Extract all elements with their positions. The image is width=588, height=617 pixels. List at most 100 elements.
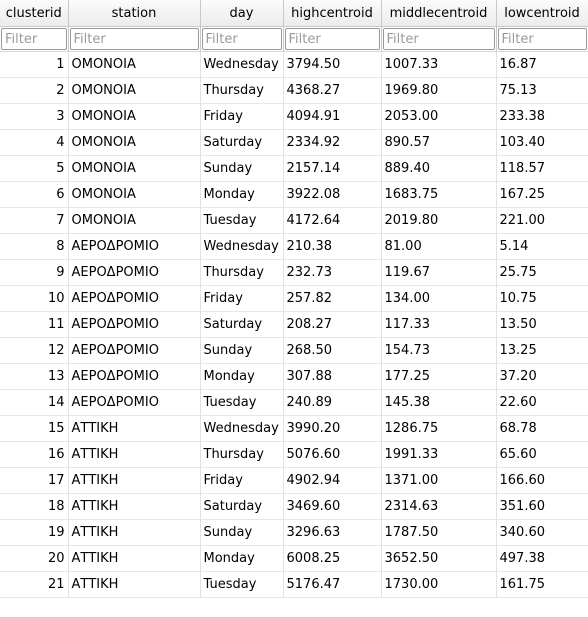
lowcentroid-cell[interactable]: 221.00	[496, 207, 588, 234]
middlecentroid-cell[interactable]: 1730.00	[381, 571, 497, 598]
clusterid-cell[interactable]: 9	[0, 259, 69, 286]
highcentroid-cell[interactable]: 307.88	[283, 363, 382, 390]
station-cell[interactable]: ΟΜΟΝΟΙΑ	[68, 103, 201, 130]
day-cell[interactable]: Monday	[200, 181, 284, 208]
lowcentroid-cell[interactable]: 497.38	[496, 545, 588, 572]
day-cell[interactable]: Saturday	[200, 129, 284, 156]
highcentroid-cell[interactable]: 208.27	[283, 311, 382, 338]
clusterid-cell[interactable]: 11	[0, 311, 69, 338]
table-row[interactable]: 18 ΑΤΤΙΚΗ Saturday 3469.60 2314.63 351.60	[0, 493, 588, 520]
column-header-middlecentroid[interactable]: middlecentroid	[381, 0, 497, 27]
table-row[interactable]: 3 ΟΜΟΝΟΙΑ Friday 4094.91 2053.00 233.38	[0, 103, 588, 130]
table-row[interactable]: 21 ΑΤΤΙΚΗ Tuesday 5176.47 1730.00 161.75	[0, 571, 588, 598]
lowcentroid-cell[interactable]: 16.87	[496, 51, 588, 78]
station-cell[interactable]: ΟΜΟΝΟΙΑ	[68, 181, 201, 208]
clusterid-cell[interactable]: 16	[0, 441, 69, 468]
day-cell[interactable]: Monday	[200, 545, 284, 572]
day-cell[interactable]: Saturday	[200, 493, 284, 520]
middlecentroid-cell[interactable]: 3652.50	[381, 545, 497, 572]
column-header-highcentroid[interactable]: highcentroid	[283, 0, 382, 27]
day-cell[interactable]: Sunday	[200, 337, 284, 364]
station-cell[interactable]: ΑΤΤΙΚΗ	[68, 441, 201, 468]
lowcentroid-cell[interactable]: 161.75	[496, 571, 588, 598]
station-cell[interactable]: ΑΕΡΟΔΡΟΜΙΟ	[68, 233, 201, 260]
middlecentroid-cell[interactable]: 1007.33	[381, 51, 497, 78]
column-header-station[interactable]: station	[68, 0, 201, 27]
highcentroid-cell[interactable]: 240.89	[283, 389, 382, 416]
table-row[interactable]: 7 ΟΜΟΝΟΙΑ Tuesday 4172.64 2019.80 221.00	[0, 207, 588, 234]
middlecentroid-cell[interactable]: 117.33	[381, 311, 497, 338]
table-row[interactable]: 17 ΑΤΤΙΚΗ Friday 4902.94 1371.00 166.60	[0, 467, 588, 494]
table-row[interactable]: 5 ΟΜΟΝΟΙΑ Sunday 2157.14 889.40 118.57	[0, 155, 588, 182]
highcentroid-cell[interactable]: 257.82	[283, 285, 382, 312]
clusterid-cell[interactable]: 14	[0, 389, 69, 416]
station-cell[interactable]: ΑΤΤΙΚΗ	[68, 545, 201, 572]
middlecentroid-cell[interactable]: 1286.75	[381, 415, 497, 442]
day-cell[interactable]: Thursday	[200, 77, 284, 104]
table-row[interactable]: 13 ΑΕΡΟΔΡΟΜΙΟ Monday 307.88 177.25 37.20	[0, 363, 588, 390]
column-header-lowcentroid[interactable]: lowcentroid	[496, 0, 588, 27]
highcentroid-cell[interactable]: 4172.64	[283, 207, 382, 234]
middlecentroid-cell[interactable]: 177.25	[381, 363, 497, 390]
table-row[interactable]: 4 ΟΜΟΝΟΙΑ Saturday 2334.92 890.57 103.40	[0, 129, 588, 156]
station-cell[interactable]: ΑΤΤΙΚΗ	[68, 493, 201, 520]
highcentroid-cell[interactable]: 3990.20	[283, 415, 382, 442]
table-row[interactable]: 2 ΟΜΟΝΟΙΑ Thursday 4368.27 1969.80 75.13	[0, 77, 588, 104]
highcentroid-cell[interactable]: 2334.92	[283, 129, 382, 156]
highcentroid-cell[interactable]: 3922.08	[283, 181, 382, 208]
station-cell[interactable]: ΑΤΤΙΚΗ	[68, 571, 201, 598]
middlecentroid-cell[interactable]: 154.73	[381, 337, 497, 364]
day-cell[interactable]: Friday	[200, 103, 284, 130]
middlecentroid-cell[interactable]: 1371.00	[381, 467, 497, 494]
filter-input-middlecentroid[interactable]	[382, 28, 495, 50]
clusterid-cell[interactable]: 21	[0, 571, 69, 598]
table-row[interactable]: 11 ΑΕΡΟΔΡΟΜΙΟ Saturday 208.27 117.33 13.50	[0, 311, 588, 338]
clusterid-cell[interactable]: 13	[0, 363, 69, 390]
day-cell[interactable]: Sunday	[200, 155, 284, 182]
highcentroid-cell[interactable]: 2157.14	[283, 155, 382, 182]
filter-input-station[interactable]	[69, 28, 199, 50]
highcentroid-cell[interactable]: 210.38	[283, 233, 382, 260]
lowcentroid-cell[interactable]: 68.78	[496, 415, 588, 442]
middlecentroid-cell[interactable]: 145.38	[381, 389, 497, 416]
filter-input-highcentroid[interactable]	[284, 28, 380, 50]
station-cell[interactable]: ΟΜΟΝΟΙΑ	[68, 51, 201, 78]
day-cell[interactable]: Thursday	[200, 441, 284, 468]
middlecentroid-cell[interactable]: 2019.80	[381, 207, 497, 234]
day-cell[interactable]: Tuesday	[200, 389, 284, 416]
lowcentroid-cell[interactable]: 340.60	[496, 519, 588, 546]
station-cell[interactable]: ΑΕΡΟΔΡΟΜΙΟ	[68, 389, 201, 416]
clusterid-cell[interactable]: 7	[0, 207, 69, 234]
day-cell[interactable]: Friday	[200, 285, 284, 312]
highcentroid-cell[interactable]: 232.73	[283, 259, 382, 286]
station-cell[interactable]: ΑΕΡΟΔΡΟΜΙΟ	[68, 259, 201, 286]
highcentroid-cell[interactable]: 6008.25	[283, 545, 382, 572]
highcentroid-cell[interactable]: 3296.63	[283, 519, 382, 546]
station-cell[interactable]: ΑΕΡΟΔΡΟΜΙΟ	[68, 363, 201, 390]
lowcentroid-cell[interactable]: 65.60	[496, 441, 588, 468]
day-cell[interactable]: Tuesday	[200, 571, 284, 598]
clusterid-cell[interactable]: 18	[0, 493, 69, 520]
lowcentroid-cell[interactable]: 22.60	[496, 389, 588, 416]
clusterid-cell[interactable]: 12	[0, 337, 69, 364]
table-row[interactable]: 8 ΑΕΡΟΔΡΟΜΙΟ Wednesday 210.38 81.00 5.14	[0, 233, 588, 260]
lowcentroid-cell[interactable]: 13.50	[496, 311, 588, 338]
column-header-clusterid[interactable]: clusterid	[0, 0, 69, 27]
highcentroid-cell[interactable]: 3469.60	[283, 493, 382, 520]
lowcentroid-cell[interactable]: 233.38	[496, 103, 588, 130]
highcentroid-cell[interactable]: 4094.91	[283, 103, 382, 130]
station-cell[interactable]: ΑΕΡΟΔΡΟΜΙΟ	[68, 311, 201, 338]
clusterid-cell[interactable]: 8	[0, 233, 69, 260]
highcentroid-cell[interactable]: 4368.27	[283, 77, 382, 104]
table-row[interactable]: 1 ΟΜΟΝΟΙΑ Wednesday 3794.50 1007.33 16.87	[0, 51, 588, 78]
lowcentroid-cell[interactable]: 10.75	[496, 285, 588, 312]
middlecentroid-cell[interactable]: 119.67	[381, 259, 497, 286]
lowcentroid-cell[interactable]: 75.13	[496, 77, 588, 104]
table-row[interactable]: 19 ΑΤΤΙΚΗ Sunday 3296.63 1787.50 340.60	[0, 519, 588, 546]
station-cell[interactable]: ΑΤΤΙΚΗ	[68, 467, 201, 494]
lowcentroid-cell[interactable]: 13.25	[496, 337, 588, 364]
clusterid-cell[interactable]: 17	[0, 467, 69, 494]
middlecentroid-cell[interactable]: 2053.00	[381, 103, 497, 130]
middlecentroid-cell[interactable]: 1683.75	[381, 181, 497, 208]
middlecentroid-cell[interactable]: 1969.80	[381, 77, 497, 104]
